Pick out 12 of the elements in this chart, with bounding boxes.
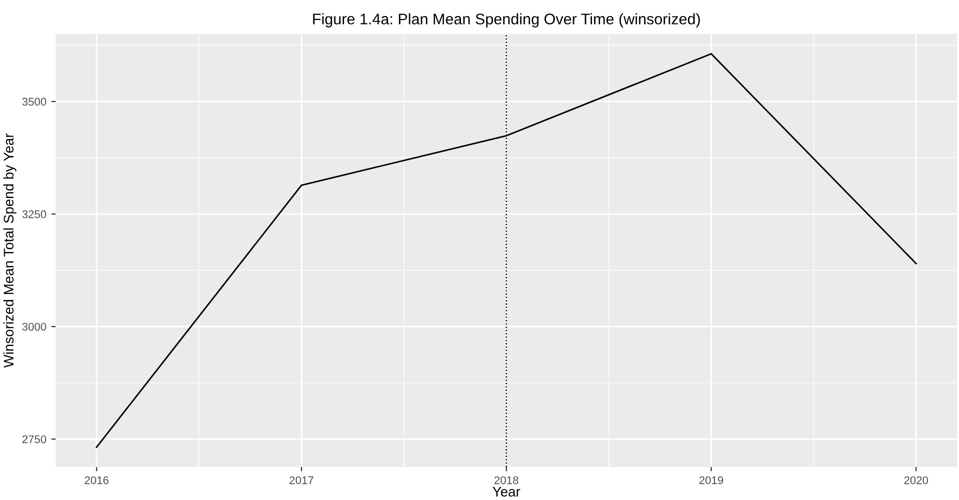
x-tick-label: 2020 — [904, 476, 928, 484]
y-axis-title: Winsorized Mean Total Spend by Year — [3, 133, 16, 368]
x-tick-label: 2019 — [699, 476, 724, 484]
y-tick-label: 2750 — [22, 435, 46, 444]
x-tick-label: 2017 — [290, 476, 314, 484]
chart-title: Figure 1.4a: Plan Mean Spending Over Time (winsorized) — [313, 13, 700, 28]
x-tick-label: 2016 — [84, 476, 108, 484]
y-tick-label: 3500 — [22, 98, 46, 106]
x-axis-title: Year — [492, 486, 520, 497]
y-tick-label: 3000 — [22, 322, 46, 331]
x-tick-label: 2018 — [494, 476, 518, 484]
y-tick-label: 3250 — [22, 210, 46, 218]
